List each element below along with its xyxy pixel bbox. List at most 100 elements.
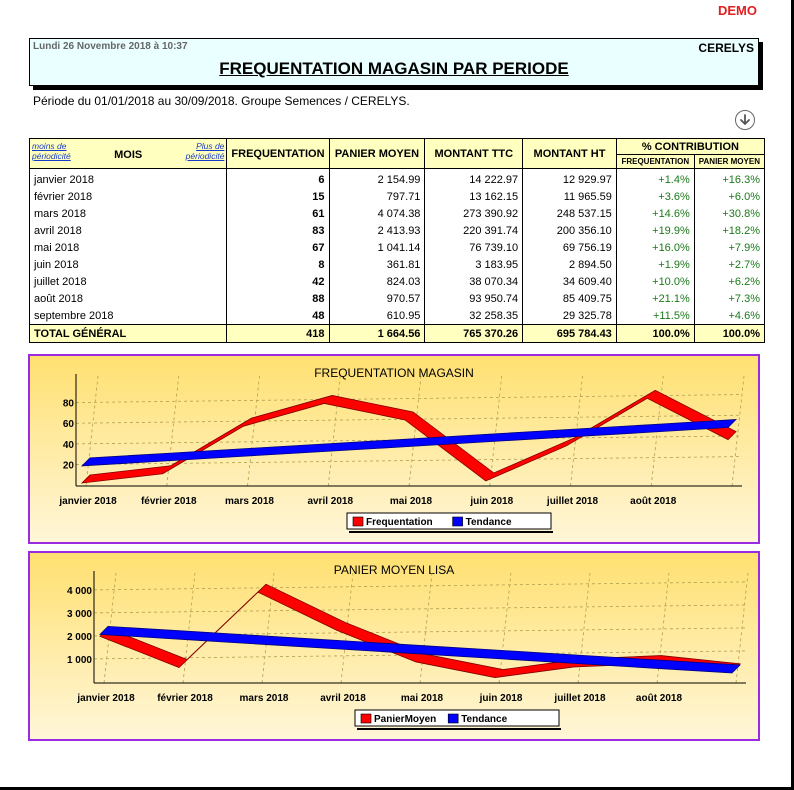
grid-line: [93, 604, 747, 614]
cell-contrib-freq: +10.0%: [615, 273, 695, 290]
window-frame-bottom: [0, 787, 794, 790]
grid-line: [93, 581, 747, 591]
cell-ttc: 220 391.74: [424, 222, 524, 239]
col-header-contribution: % CONTRIBUTION: [615, 138, 766, 155]
grid-line: [182, 572, 196, 684]
table-row: septembre 2018 48 610.95 32 258.35 29 325.78…: [28, 307, 766, 325]
cell-frequentation: 88: [226, 290, 330, 307]
legend-shadow: [357, 728, 561, 730]
y-tick-label: 80: [63, 399, 75, 410]
cell-ht: 34 609.40: [522, 273, 617, 290]
table-total-row: TOTAL GÉNÉRAL 418 1 664.56 765 370.26 69…: [28, 324, 766, 343]
table-row: avril 2018 83 2 413.93 220 391.74 200 356.10…: [28, 222, 766, 239]
cell-panier: 361.81: [328, 256, 426, 273]
more-periodicity-link[interactable]: Plus de périodicité: [185, 141, 225, 161]
report-title: FREQUENTATION MAGASIN PAR PERIODE: [219, 59, 569, 78]
report-header: Lundi 26 Novembre 2018 à 10:37 CERELYS F…: [29, 38, 759, 86]
cell-ht: 29 325.78: [522, 307, 617, 325]
legend-label: Tendance: [461, 714, 507, 725]
cell-contrib-freq: +11.5%: [615, 307, 695, 325]
cell-ttc: 32 258.35: [424, 307, 524, 325]
grid-line: [327, 375, 341, 487]
x-tick-label: juin 2018: [479, 693, 523, 704]
cell-mois: juin 2018: [28, 256, 228, 273]
cell-ht: 200 356.10: [522, 222, 617, 239]
y-tick-label: 40: [63, 440, 75, 451]
x-tick-label: août 2018: [636, 693, 683, 704]
total-contrib-freq: 100.0%: [615, 324, 695, 343]
x-tick-label: mai 2018: [390, 496, 433, 507]
cell-contrib-panier: +7.9%: [693, 239, 766, 256]
frequentation-chart: FREQUENTATION MAGASIN 20 40 60 80 janvier 201…: [28, 354, 760, 544]
cell-ht: 12 929.97: [522, 168, 617, 188]
x-tick-label: juillet 2018: [546, 496, 599, 507]
cell-panier: 2 154.99: [328, 168, 426, 188]
cell-panier: 1 041.14: [328, 239, 426, 256]
x-tick-label: juillet 2018: [553, 693, 606, 704]
cell-contrib-freq: +1.4%: [615, 168, 695, 188]
col-header-mois-label: MOIS: [114, 148, 143, 161]
cell-panier: 610.95: [328, 307, 426, 325]
report-date: Lundi 26 Novembre 2018 à 10:37: [33, 41, 188, 52]
cell-ttc: 14 222.97: [424, 168, 524, 188]
grid-line: [408, 375, 422, 487]
cell-ht: 11 965.59: [522, 188, 617, 205]
total-panier: 1 664.56: [328, 324, 426, 343]
x-tick-label: mars 2018: [225, 496, 274, 507]
cell-contrib-panier: +18.2%: [693, 222, 766, 239]
x-tick-label: avril 2018: [307, 496, 353, 507]
x-tick-label: mai 2018: [401, 693, 444, 704]
arrow-down-circle-icon: [740, 114, 750, 126]
period-description: Période du 01/01/2018 au 30/09/2018. Gro…: [33, 94, 410, 108]
y-tick-label: 1 000: [67, 655, 92, 666]
legend-swatch: [447, 713, 459, 724]
download-button[interactable]: [735, 110, 755, 130]
y-tick-label: 4 000: [67, 586, 92, 597]
cell-ttc: 38 070.34: [424, 273, 524, 290]
col-header-contrib-freq: FREQUENTATION: [615, 154, 695, 169]
frequentation-chart-svg: FREQUENTATION MAGASIN 20 40 60 80 janvier 201…: [58, 366, 745, 533]
cell-contrib-panier: +7.3%: [693, 290, 766, 307]
cell-ttc: 13 162.15: [424, 188, 524, 205]
cell-contrib-freq: +16.0%: [615, 239, 695, 256]
x-tick-label: mars 2018: [240, 693, 289, 704]
col-header-panier: PANIER MOYEN: [328, 138, 426, 169]
x-tick-label: février 2018: [157, 693, 213, 704]
cell-mois: mars 2018: [28, 205, 228, 222]
cell-frequentation: 48: [226, 307, 330, 325]
cell-mois: septembre 2018: [28, 307, 228, 325]
col-header-contrib-panier: PANIER MOYEN: [693, 154, 766, 169]
legend-shadow: [349, 531, 553, 533]
cell-panier: 797.71: [328, 188, 426, 205]
grid-line: [85, 375, 99, 487]
col-header-ht: MONTANT HT: [522, 138, 617, 169]
table-row: mai 2018 67 1 041.14 76 739.10 69 756.19 +16.…: [28, 239, 766, 256]
cell-ttc: 273 390.92: [424, 205, 524, 222]
cell-panier: 824.03: [328, 273, 426, 290]
grid-line: [419, 572, 433, 684]
cell-frequentation: 67: [226, 239, 330, 256]
legend-swatch: [352, 516, 364, 527]
cell-contrib-freq: +3.6%: [615, 188, 695, 205]
series-line-tendance: [99, 625, 741, 674]
x-tick-label: janvier 2018: [58, 496, 117, 507]
grid-line: [247, 375, 260, 487]
cell-mois: août 2018: [28, 290, 228, 307]
chart-title: PANIER MOYEN LISA: [334, 563, 454, 577]
cell-mois: janvier 2018: [28, 168, 228, 188]
demo-label: DEMO: [718, 3, 757, 18]
cell-contrib-freq: +1.9%: [615, 256, 695, 273]
cell-ttc: 3 183.95: [424, 256, 524, 273]
cell-contrib-panier: +30.8%: [693, 205, 766, 222]
cell-mois: avril 2018: [28, 222, 228, 239]
cell-contrib-panier: +4.6%: [693, 307, 766, 325]
table-row: juin 2018 8 361.81 3 183.95 2 894.50 +1.9% +2.…: [28, 256, 766, 273]
grid-line: [489, 375, 503, 487]
cell-mois: février 2018: [28, 188, 228, 205]
less-periodicity-link[interactable]: moins de périodicité: [32, 141, 71, 161]
col-header-ttc: MONTANT TTC: [424, 138, 524, 169]
total-contrib-panier: 100.0%: [693, 324, 766, 343]
cell-ht: 2 894.50: [522, 256, 617, 273]
cell-frequentation: 6: [226, 168, 330, 188]
panier-chart-svg: PANIER MOYEN LISA 1 000 2 000 3 000 4 000 jan…: [67, 563, 749, 730]
